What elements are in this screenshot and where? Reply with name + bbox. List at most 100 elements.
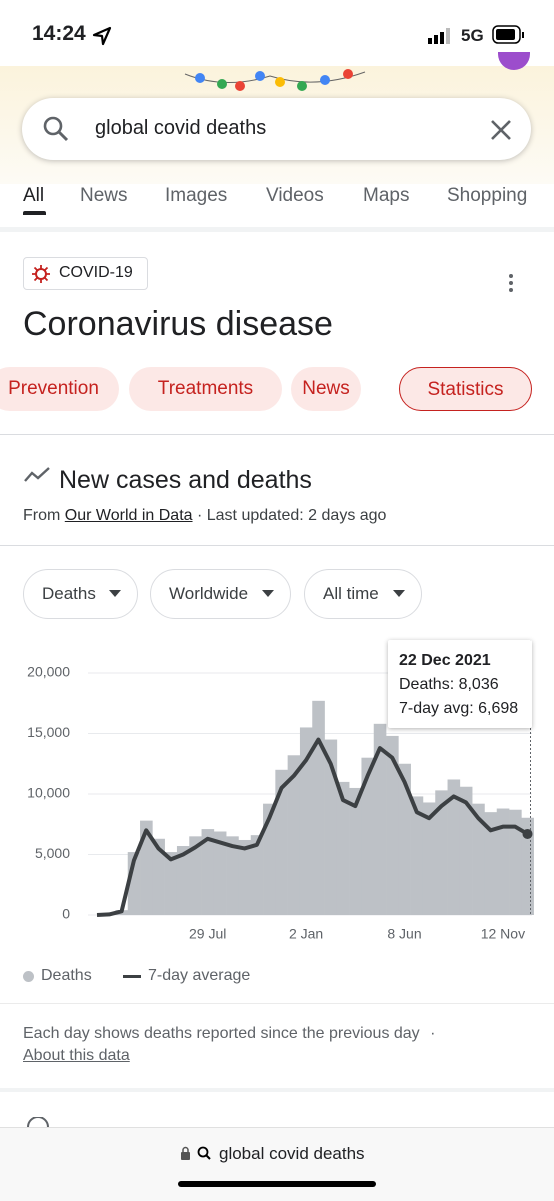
tab[interactable]: News — [80, 185, 128, 206]
divider — [0, 434, 554, 435]
tooltip: 22 Dec 2021 Deaths: 8,036 7-day avg: 6,6… — [388, 640, 532, 728]
avatar[interactable] — [498, 52, 530, 70]
divider — [0, 1088, 554, 1092]
bar — [164, 852, 178, 915]
chip-label: COVID-19 — [59, 264, 133, 281]
pill[interactable]: Treatments — [129, 367, 282, 411]
doodle[interactable] — [180, 66, 370, 96]
bar — [459, 786, 473, 915]
x-tick-label: 12 Nov — [481, 926, 525, 942]
source-line: From Our World in Data · Last updated: 2… — [23, 507, 386, 525]
tab[interactable]: Maps — [363, 185, 410, 206]
bar — [226, 836, 239, 915]
y-tick-label: 5,000 — [35, 845, 70, 861]
filter-dropdown[interactable]: Worldwide — [150, 569, 291, 619]
tab[interactable]: Shopping — [447, 185, 528, 206]
filter-label: Worldwide — [169, 584, 249, 603]
search-query[interactable]: global covid deaths — [95, 117, 267, 139]
chart: 0 5,000 10,000 15,000 20,000 29 Jul 2 Jan 8 Jun… — [27, 640, 534, 942]
pill[interactable]: News — [291, 367, 361, 411]
bar — [484, 812, 498, 915]
filter-dropdown[interactable]: All time — [304, 569, 422, 619]
bar — [176, 846, 190, 915]
caret — [393, 590, 405, 597]
bar — [324, 739, 338, 915]
tooltip-line: 7-day avg: 6,698 — [399, 700, 519, 717]
search-box[interactable] — [22, 98, 531, 160]
y-tick-label: 15,000 — [27, 724, 70, 740]
bar — [349, 787, 362, 915]
chip — [23, 257, 148, 290]
bar — [275, 769, 288, 915]
source-link[interactable]: Our World in Data — [64, 507, 193, 524]
y-tick-label: 20,000 — [27, 664, 70, 680]
tab[interactable]: All — [23, 185, 45, 206]
bar — [287, 755, 301, 915]
x-tick-label: 8 Jun — [387, 926, 421, 942]
bar — [299, 727, 313, 915]
legend-label: 7-day average — [148, 967, 251, 984]
status-time: 14:24 — [32, 22, 86, 45]
bar — [213, 831, 227, 915]
bar — [312, 700, 325, 915]
bar — [447, 779, 461, 915]
source-prefix: From — [23, 507, 61, 524]
tab[interactable]: Videos — [266, 185, 324, 206]
bar — [373, 723, 387, 915]
divider — [0, 545, 554, 546]
legend-swatch — [123, 975, 141, 978]
lock-search-icon — [181, 1146, 211, 1160]
bottom-bar — [0, 1127, 554, 1201]
caret — [262, 590, 274, 597]
location-icon — [92, 26, 112, 46]
bar — [496, 808, 510, 915]
pill-selected[interactable]: Statistics — [399, 367, 532, 411]
about-link[interactable]: About this data — [23, 1047, 130, 1064]
tab-indicator — [23, 211, 46, 215]
note: Each day shows deaths reported since the… — [23, 1025, 420, 1042]
bar — [472, 803, 485, 915]
x-tick-label: 29 Jul — [189, 926, 226, 942]
bar — [398, 763, 411, 915]
tab[interactable]: Images — [165, 185, 228, 206]
bar — [361, 757, 375, 915]
line — [96, 737, 529, 917]
bar — [422, 802, 436, 915]
bar — [509, 809, 522, 915]
bar — [152, 838, 165, 915]
footnote: Each day shows deaths reported since the… — [23, 1025, 435, 1043]
virus-icon — [32, 265, 50, 283]
bar — [250, 835, 264, 915]
bar — [140, 820, 153, 915]
section-title: New cases and deaths — [59, 466, 312, 494]
bar — [336, 781, 350, 915]
bar — [435, 790, 448, 915]
bar — [238, 839, 252, 915]
hover-dot — [522, 828, 533, 839]
tooltip-line: Deaths: 8,036 — [399, 676, 499, 693]
y-tick-label: 10,000 — [27, 785, 70, 801]
network: 5G — [461, 26, 484, 45]
panel-title: Coronavirus disease — [23, 305, 333, 343]
signal-icon — [428, 28, 450, 44]
bar — [201, 829, 215, 915]
clear-icon[interactable] — [489, 118, 513, 142]
bar — [263, 803, 276, 915]
bar — [386, 735, 399, 915]
battery-icon — [492, 25, 524, 44]
filter-label: All time — [323, 584, 379, 603]
bar — [189, 836, 202, 915]
filter-dropdown[interactable]: Deaths — [23, 569, 138, 619]
bar — [521, 817, 534, 915]
updated: · Last updated: 2 days ago — [196, 507, 387, 524]
separator: · — [430, 1025, 436, 1042]
legend-label: Deaths — [41, 967, 92, 984]
more-icon[interactable] — [505, 272, 517, 294]
filter-label: Deaths — [42, 584, 96, 603]
home-indicator — [178, 1181, 376, 1187]
url[interactable]: global covid deaths — [219, 1144, 365, 1163]
pill[interactable]: Prevention — [0, 367, 119, 411]
search-icon — [43, 116, 69, 142]
trend-icon — [24, 467, 50, 482]
